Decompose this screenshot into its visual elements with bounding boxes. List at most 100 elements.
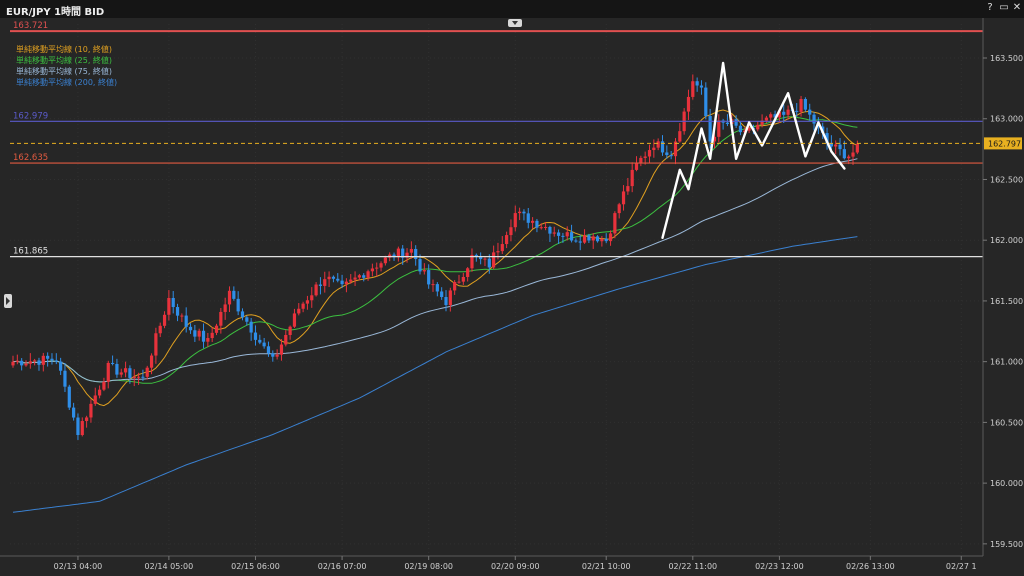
legend-item: 単純移動平均線 (10, 終値)	[16, 44, 112, 54]
candle-body	[799, 98, 803, 112]
candle-body	[106, 362, 110, 382]
candle-body	[349, 279, 353, 282]
candle-body	[123, 368, 128, 373]
candle-body	[574, 240, 578, 242]
candle-body	[119, 372, 123, 375]
candle-body	[11, 361, 15, 366]
candle-body	[803, 98, 807, 110]
candle-body	[769, 114, 773, 118]
candle-body	[531, 220, 535, 223]
candle-body	[513, 213, 517, 228]
candle-body	[188, 326, 193, 331]
candle-body	[479, 256, 483, 260]
candle-body	[28, 361, 32, 364]
candle-body	[379, 263, 383, 268]
candle-body	[613, 213, 617, 234]
price-tick-label: 161.500	[990, 297, 1023, 306]
candle-body	[825, 133, 829, 144]
candle-body	[474, 254, 478, 257]
candle-body	[33, 360, 37, 362]
candle-body	[535, 220, 539, 228]
candle-body	[834, 144, 838, 147]
candle-body	[167, 297, 171, 315]
current-price-tag	[984, 137, 1022, 150]
candle-body	[76, 417, 80, 436]
candle-body	[617, 204, 621, 214]
candle-body	[232, 290, 236, 299]
horizontal-price-lines[interactable]: 163.721 162.979 162.635 161.865	[10, 21, 983, 258]
candle-body	[362, 275, 366, 278]
price-line-label: 162.635	[13, 153, 48, 163]
help-icon[interactable]: ?	[987, 2, 993, 13]
close-icon[interactable]: ✕	[1012, 2, 1022, 13]
candle-body	[829, 143, 833, 147]
indicator-legend: 単純移動平均線 (10, 終値)単純移動平均線 (25, 終値)単純移動平均線 …	[16, 44, 117, 87]
candle-body	[786, 109, 790, 115]
candle-body	[93, 395, 97, 404]
time-tick-label: 02/27 1	[946, 562, 977, 571]
candle-body	[487, 258, 491, 268]
price-tick-label: 160.500	[990, 418, 1023, 427]
candle-body	[401, 248, 405, 258]
candle-body	[102, 381, 106, 390]
candle-body	[691, 81, 695, 97]
time-tick-label: 02/15 06:00	[231, 562, 280, 571]
candle-body	[704, 87, 708, 117]
candle-body	[808, 109, 812, 115]
time-tick-label: 02/13 04:00	[54, 562, 103, 571]
candle-body	[812, 114, 816, 124]
candle-body	[132, 376, 136, 378]
candle-body	[582, 235, 587, 243]
candle-body	[180, 315, 184, 317]
candle-body	[639, 157, 643, 163]
candle-body	[297, 308, 301, 314]
candle-body	[453, 282, 457, 291]
candle-body	[193, 330, 197, 337]
price-line-label: 163.721	[13, 21, 48, 31]
collapse-panel-toggle-top[interactable]	[508, 19, 522, 27]
candle-body	[699, 85, 704, 88]
candle-body	[505, 235, 509, 245]
candle-body	[54, 360, 58, 362]
candle-body	[738, 125, 743, 133]
candle-body	[80, 421, 84, 436]
candle-body	[552, 232, 556, 234]
candle-body	[695, 81, 699, 86]
candlestick-series	[11, 74, 859, 440]
candle-body	[258, 339, 262, 343]
candle-body	[725, 122, 730, 125]
candle-body	[717, 120, 721, 137]
candle-body	[431, 284, 435, 286]
time-tick-label: 02/19 08:00	[404, 562, 453, 571]
candle-body	[50, 358, 54, 361]
candle-body	[275, 354, 279, 357]
candle-body	[734, 119, 738, 126]
candle-body	[777, 111, 782, 118]
candle-body	[795, 110, 799, 112]
candle-body	[492, 252, 496, 268]
candle-body	[85, 417, 89, 422]
candle-body	[457, 281, 461, 283]
candle-body	[214, 325, 219, 333]
candle-body	[253, 332, 258, 340]
price-tick-label: 163.000	[990, 115, 1023, 124]
price-tick-label: 162.500	[990, 175, 1023, 184]
candle-body	[344, 281, 349, 285]
candle-body	[63, 370, 67, 387]
candle-body	[686, 96, 691, 112]
candle-body	[561, 235, 565, 237]
candle-body	[656, 141, 660, 148]
candle-body	[201, 330, 206, 342]
annotation-pattern	[661, 61, 846, 240]
collapse-panel-toggle-left[interactable]	[4, 294, 12, 308]
candle-body	[708, 116, 712, 142]
maximize-icon[interactable]: ▭	[999, 2, 1009, 13]
price-chart[interactable]: 163.721 162.979 162.635 161.865 単純移動平均線 (10…	[0, 18, 1024, 576]
candle-body	[149, 355, 154, 368]
candle-body	[115, 363, 119, 375]
candle-body	[24, 363, 28, 366]
candle-body	[643, 156, 647, 158]
candle-body	[626, 186, 630, 192]
candle-body	[227, 290, 232, 305]
candle-body	[518, 211, 522, 214]
